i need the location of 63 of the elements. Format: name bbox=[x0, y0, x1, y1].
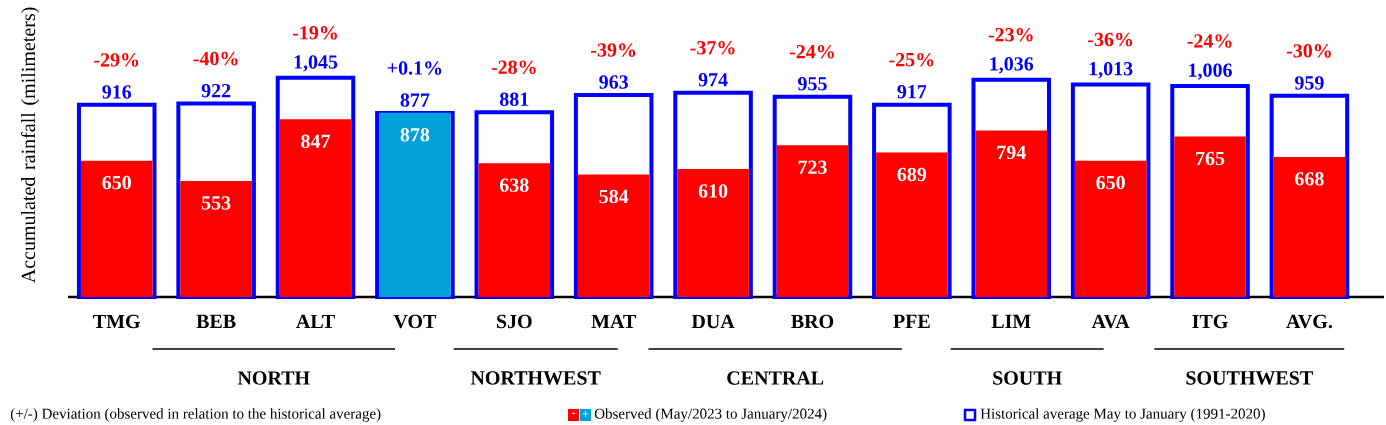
annotation: -36% bbox=[1088, 32, 1133, 47]
annotation: -19% bbox=[292, 26, 337, 40]
annotation: -25% bbox=[889, 52, 934, 67]
data-label: 917 bbox=[897, 85, 927, 99]
legend-label: Observed (May/2023 to January/2024) bbox=[594, 408, 827, 422]
annotation: -37% bbox=[690, 40, 735, 55]
annotation: -40% bbox=[193, 51, 238, 66]
data-label: 650 bbox=[102, 175, 131, 190]
annotation: -24% bbox=[789, 44, 834, 59]
data-label: 847 bbox=[301, 134, 331, 149]
x-tick-label: SJO bbox=[497, 314, 532, 329]
text: NORTHWEST bbox=[470, 371, 601, 385]
legend-title: (+/-) Deviation (observed in relation to the historical average) bbox=[10, 408, 381, 422]
text: SOUTH bbox=[993, 371, 1062, 385]
x-tick-label: BRO bbox=[791, 314, 834, 329]
data-label: 963 bbox=[599, 75, 628, 89]
data-label: 794 bbox=[997, 145, 1026, 160]
x-tick-label: ITG bbox=[1192, 314, 1228, 329]
data-label: 1,013 bbox=[1089, 61, 1133, 79]
x-tick-label: LIM bbox=[991, 314, 1031, 328]
annotation: -24% bbox=[1187, 34, 1232, 48]
data-label: 922 bbox=[201, 83, 231, 98]
text: - bbox=[571, 412, 576, 414]
data-label: 1,006 bbox=[1189, 63, 1232, 80]
annotation: +0.1% bbox=[387, 61, 442, 75]
data-label: 610 bbox=[698, 184, 728, 198]
data-label: 553 bbox=[201, 196, 231, 210]
annotation: -23% bbox=[988, 27, 1033, 42]
x-tick-label: PFE bbox=[893, 314, 930, 328]
x-tick-label: AVA bbox=[1091, 314, 1130, 329]
x-tick-label: DUA bbox=[691, 314, 735, 329]
annotation: -28% bbox=[491, 60, 536, 75]
data-label: 955 bbox=[798, 77, 827, 91]
x-tick-label: TMG bbox=[93, 314, 141, 329]
x-tick-label: VOT bbox=[393, 314, 437, 329]
x-tick-label: ALT bbox=[296, 314, 335, 328]
data-label: 1,036 bbox=[990, 57, 1034, 74]
data-label: 668 bbox=[1295, 172, 1324, 186]
legend-label: Historical average May to January (1991-2020) bbox=[980, 408, 1265, 422]
text: CENTRAL bbox=[727, 371, 824, 385]
text: + bbox=[582, 411, 589, 417]
data-label: 1,045 bbox=[294, 55, 338, 72]
x-tick-label: BEB bbox=[196, 314, 236, 328]
text: NORTH bbox=[237, 371, 310, 385]
text: SOUTHWEST bbox=[1186, 371, 1313, 385]
x-tick-label: AVG. bbox=[1286, 314, 1332, 329]
data-label: 723 bbox=[798, 160, 827, 174]
data-label: 878 bbox=[400, 128, 430, 142]
data-label: 974 bbox=[698, 73, 728, 87]
data-label: 959 bbox=[1294, 76, 1324, 90]
data-label: 689 bbox=[897, 167, 927, 182]
data-label: 584 bbox=[599, 189, 629, 204]
x-tick-label: MAT bbox=[591, 314, 636, 328]
data-label: 916 bbox=[102, 85, 132, 99]
data-label: 877 bbox=[400, 93, 430, 107]
annotation: -29% bbox=[94, 53, 139, 67]
data-label: 765 bbox=[1196, 151, 1225, 166]
data-label: 650 bbox=[1096, 175, 1125, 190]
annotation: -30% bbox=[1286, 44, 1331, 58]
data-label: 881 bbox=[499, 92, 529, 106]
data-label: 638 bbox=[499, 178, 529, 192]
annotation: -39% bbox=[591, 43, 636, 57]
y-axis-title: Accumulated rainfall (milimeters) bbox=[20, 7, 40, 284]
